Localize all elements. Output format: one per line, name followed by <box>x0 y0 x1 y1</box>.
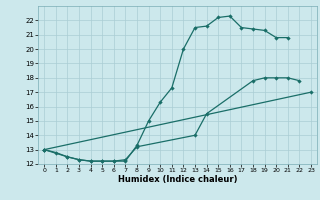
X-axis label: Humidex (Indice chaleur): Humidex (Indice chaleur) <box>118 175 237 184</box>
